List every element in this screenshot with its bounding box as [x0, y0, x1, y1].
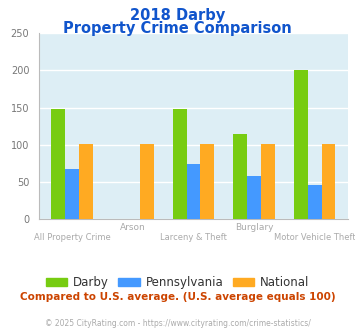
- Text: Motor Vehicle Theft: Motor Vehicle Theft: [274, 233, 355, 242]
- Text: Property Crime Comparison: Property Crime Comparison: [63, 21, 292, 36]
- Bar: [51, 109, 65, 219]
- Text: © 2025 CityRating.com - https://www.cityrating.com/crime-statistics/: © 2025 CityRating.com - https://www.city…: [45, 319, 310, 328]
- Text: Burglary: Burglary: [235, 223, 273, 232]
- Bar: [65, 169, 79, 219]
- Legend: Darby, Pennsylvania, National: Darby, Pennsylvania, National: [41, 272, 314, 294]
- Text: 2018 Darby: 2018 Darby: [130, 8, 225, 23]
- Text: All Property Crime: All Property Crime: [34, 233, 111, 242]
- Bar: [79, 144, 93, 219]
- Bar: [186, 163, 201, 219]
- Bar: [247, 176, 261, 219]
- Text: Arson: Arson: [120, 223, 146, 232]
- Bar: [294, 70, 308, 219]
- Text: Larceny & Theft: Larceny & Theft: [160, 233, 227, 242]
- Text: Compared to U.S. average. (U.S. average equals 100): Compared to U.S. average. (U.S. average …: [20, 292, 335, 302]
- Bar: [308, 185, 322, 219]
- Bar: [140, 144, 154, 219]
- Bar: [233, 134, 247, 219]
- Bar: [173, 109, 186, 219]
- Bar: [201, 144, 214, 219]
- Bar: [261, 144, 275, 219]
- Bar: [322, 144, 335, 219]
